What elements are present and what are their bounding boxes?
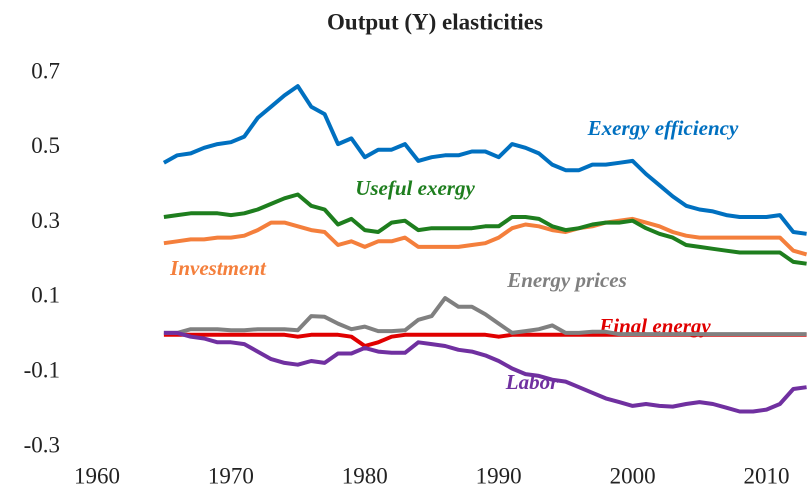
x-tick-label: 1990: [476, 463, 522, 488]
y-tick-label: 0.3: [31, 208, 60, 233]
y-tick-label: -0.1: [24, 357, 60, 382]
series-line: [163, 296, 807, 337]
series-line: [162, 84, 807, 236]
x-tick-label: 2010: [743, 463, 789, 488]
series-label: Energy prices: [506, 268, 627, 292]
chart-title: Output (Y) elasticities: [327, 9, 543, 34]
series-line: [163, 192, 807, 266]
series-label: Labor: [505, 370, 559, 394]
y-tick-label: -0.3: [24, 432, 60, 457]
series-label: Useful exergy: [355, 176, 475, 200]
x-tick-label: 1980: [342, 463, 388, 488]
series-label: Exergy efficiency: [587, 116, 739, 140]
x-tick-label: 1970: [208, 463, 254, 488]
x-tick-label: 1960: [74, 463, 120, 488]
x-tick-label: 2000: [610, 463, 656, 488]
series-label: Investment: [169, 256, 267, 280]
series-line: [163, 330, 807, 414]
y-tick-label: 0.7: [31, 58, 60, 83]
series-line: [163, 216, 808, 257]
y-tick-label: 0.1: [31, 283, 60, 308]
y-tick-label: 0.5: [31, 133, 60, 158]
